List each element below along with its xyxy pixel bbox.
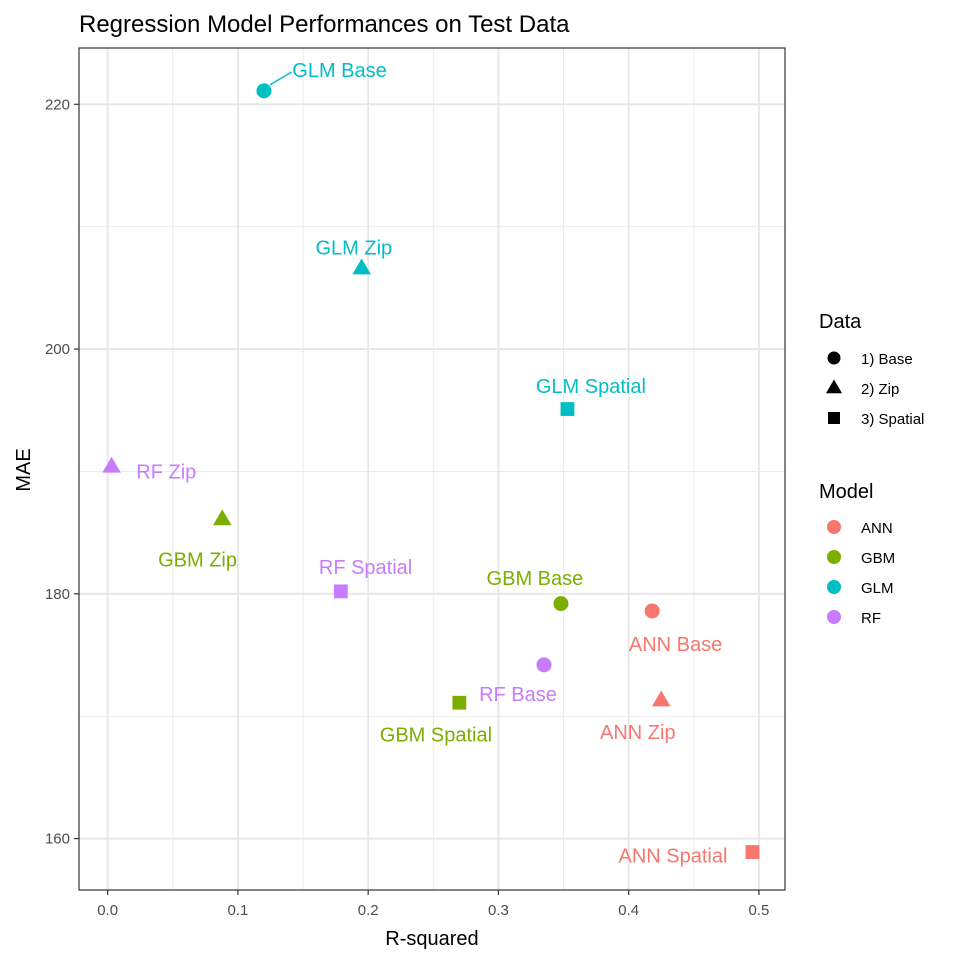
data-point bbox=[452, 695, 467, 710]
point-label: ANN Base bbox=[629, 634, 722, 656]
data-point bbox=[745, 845, 760, 859]
point-label: GBM Base bbox=[487, 568, 584, 590]
plot-area: GLM Base GLM Zip GLM Spatial RF Zip GBM Zip R… bbox=[78, 47, 786, 891]
x-axis: 0.0 0.1 0.2 0.3 0.4 0.5 bbox=[97, 890, 769, 919]
point-label: GLM Zip bbox=[316, 237, 393, 259]
point-labels: GLM Base GLM Zip GLM Spatial RF Zip GBM Zip R… bbox=[136, 60, 727, 868]
legend-model-key bbox=[827, 610, 841, 624]
point-label: GLM Base bbox=[292, 60, 386, 82]
data-point bbox=[213, 509, 232, 526]
point-label: GBM Zip bbox=[158, 550, 237, 572]
x-tick-label: 0.5 bbox=[749, 902, 770, 919]
x-tick-label: 0.0 bbox=[97, 902, 118, 919]
legend-data-key bbox=[825, 379, 843, 394]
gridlines bbox=[79, 48, 785, 890]
legend-model-label: RF bbox=[861, 610, 881, 627]
y-tick-label: 220 bbox=[45, 96, 70, 113]
data-point bbox=[536, 657, 552, 673]
y-axis: 160 180 200 220 bbox=[45, 96, 79, 848]
y-tick-label: 160 bbox=[45, 831, 70, 848]
point-label: GBM Spatial bbox=[380, 725, 492, 747]
data-points bbox=[102, 83, 760, 859]
point-label: RF Zip bbox=[136, 461, 196, 483]
legend-model-key bbox=[827, 550, 841, 564]
legend-data-title: Data bbox=[819, 311, 862, 333]
y-axis-title: MAE bbox=[13, 448, 35, 491]
legend-data-label: 2) Zip bbox=[861, 381, 899, 398]
plot-panel bbox=[79, 48, 785, 890]
data-point bbox=[644, 603, 660, 619]
data-point bbox=[333, 584, 348, 599]
point-label: ANN Spatial bbox=[619, 846, 728, 868]
data-point bbox=[352, 258, 371, 275]
legend-data: Data 1) Base 2) Zip 3) Spatial bbox=[819, 311, 924, 428]
legend-model: Model ANN GBM GLM RF bbox=[819, 481, 895, 627]
y-tick-label: 180 bbox=[45, 586, 70, 603]
legend-model-label: ANN bbox=[861, 520, 893, 537]
legend-data-label: 3) Spatial bbox=[861, 411, 924, 428]
plot-border bbox=[78, 47, 786, 891]
data-point bbox=[560, 402, 575, 416]
data-point bbox=[553, 596, 569, 612]
legend-model-key bbox=[827, 580, 841, 594]
point-label: RF Base bbox=[479, 684, 557, 706]
chart-title: Regression Model Performances on Test Da… bbox=[79, 11, 570, 38]
data-point bbox=[102, 456, 121, 473]
legend-data-label: 1) Base bbox=[861, 351, 913, 368]
legend-data-key bbox=[828, 412, 840, 424]
data-point bbox=[651, 690, 671, 707]
legend-model-label: GBM bbox=[861, 550, 895, 567]
x-tick-label: 0.3 bbox=[488, 902, 509, 919]
x-tick-label: 0.4 bbox=[618, 902, 639, 919]
y-tick-label: 200 bbox=[45, 341, 70, 358]
x-axis-title: R-squared bbox=[385, 928, 478, 950]
point-label: RF Spatial bbox=[319, 557, 412, 579]
legend-model-label: GLM bbox=[861, 580, 894, 597]
x-tick-label: 0.1 bbox=[227, 902, 248, 919]
point-label: GLM Spatial bbox=[536, 376, 646, 398]
data-point bbox=[256, 83, 272, 99]
legend-data-key bbox=[827, 351, 841, 365]
leader-line bbox=[269, 71, 292, 86]
point-label: ANN Zip bbox=[600, 722, 676, 744]
legend-model-key bbox=[827, 520, 841, 534]
legend-model-title: Model bbox=[819, 481, 873, 503]
leader-lines bbox=[269, 71, 292, 86]
x-tick-label: 0.2 bbox=[358, 902, 379, 919]
